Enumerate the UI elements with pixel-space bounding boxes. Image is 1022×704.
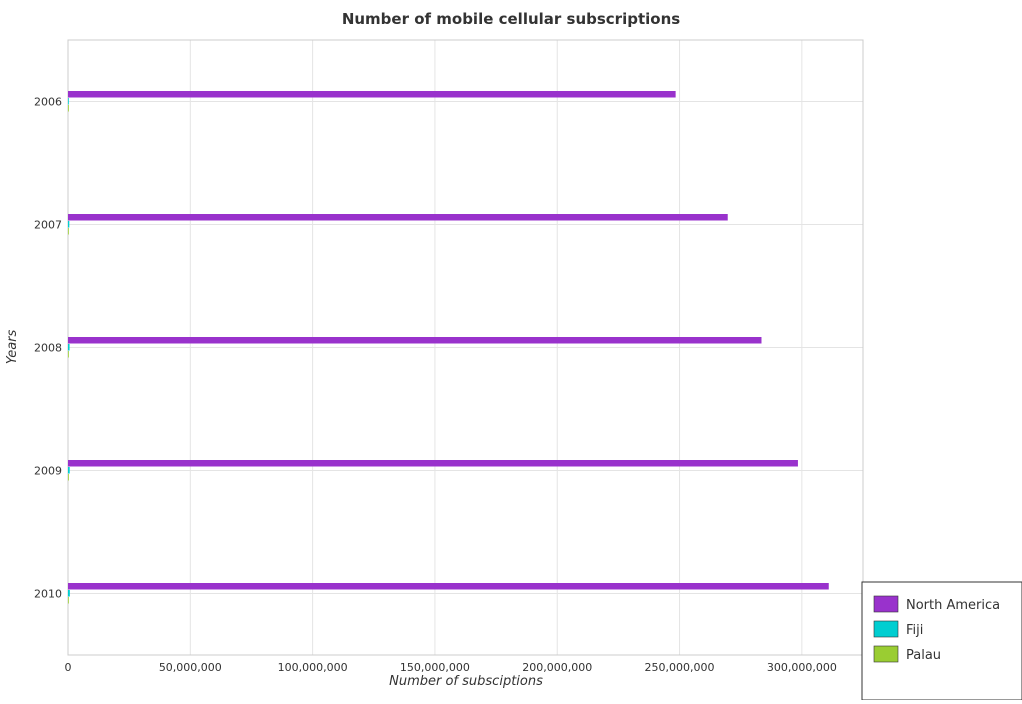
bar xyxy=(68,91,676,98)
bar xyxy=(68,228,69,235)
y-tick-label: 2006 xyxy=(34,96,62,109)
bar xyxy=(68,337,762,344)
legend-swatch xyxy=(873,645,899,663)
x-tick-label: 100,000,000 xyxy=(278,661,348,674)
x-tick-label: 150,000,000 xyxy=(400,661,470,674)
y-tick-labels: 2006 2007 2008 2009 2010 xyxy=(34,96,62,601)
bar xyxy=(68,344,70,351)
x-tick-label: 250,000,000 xyxy=(645,661,715,674)
x-tick-label: 300,000,000 xyxy=(767,661,837,674)
y-tick-label: 2008 xyxy=(34,342,62,355)
bars xyxy=(68,91,829,604)
x-tick-labels: 0 50,000,000 100,000,000 150,000,000 200,000… xyxy=(65,661,837,674)
bar xyxy=(68,105,69,112)
x-axis-label: Number of subsciptions xyxy=(389,674,543,689)
bar xyxy=(68,474,69,481)
y-tick-label: 2007 xyxy=(34,219,62,232)
x-tick-label: 0 xyxy=(65,661,72,674)
bar xyxy=(68,597,69,604)
x-tick-label: 200,000,000 xyxy=(522,661,592,674)
bar xyxy=(68,583,829,590)
legend-swatch xyxy=(873,620,899,638)
y-tick-label: 2009 xyxy=(34,465,62,478)
bar xyxy=(68,221,70,228)
bar xyxy=(68,214,728,221)
legend: North America Fiji Palau xyxy=(861,581,1022,701)
legend-label: North America xyxy=(906,598,1000,613)
y-axis-label: Years xyxy=(5,329,20,364)
legend-label: Fiji xyxy=(906,623,923,638)
grid xyxy=(67,40,863,655)
legend-swatch xyxy=(873,595,899,613)
legend-label: Palau xyxy=(906,648,941,663)
bar xyxy=(68,98,69,105)
bar xyxy=(68,467,70,474)
bar xyxy=(68,460,798,467)
legend-box xyxy=(861,581,1022,701)
bar xyxy=(68,590,70,597)
x-tick-label: 50,000,000 xyxy=(159,661,222,674)
chart-title: Number of mobile cellular subscriptions xyxy=(342,10,680,28)
y-tick-label: 2010 xyxy=(34,588,62,601)
bar xyxy=(68,351,69,358)
